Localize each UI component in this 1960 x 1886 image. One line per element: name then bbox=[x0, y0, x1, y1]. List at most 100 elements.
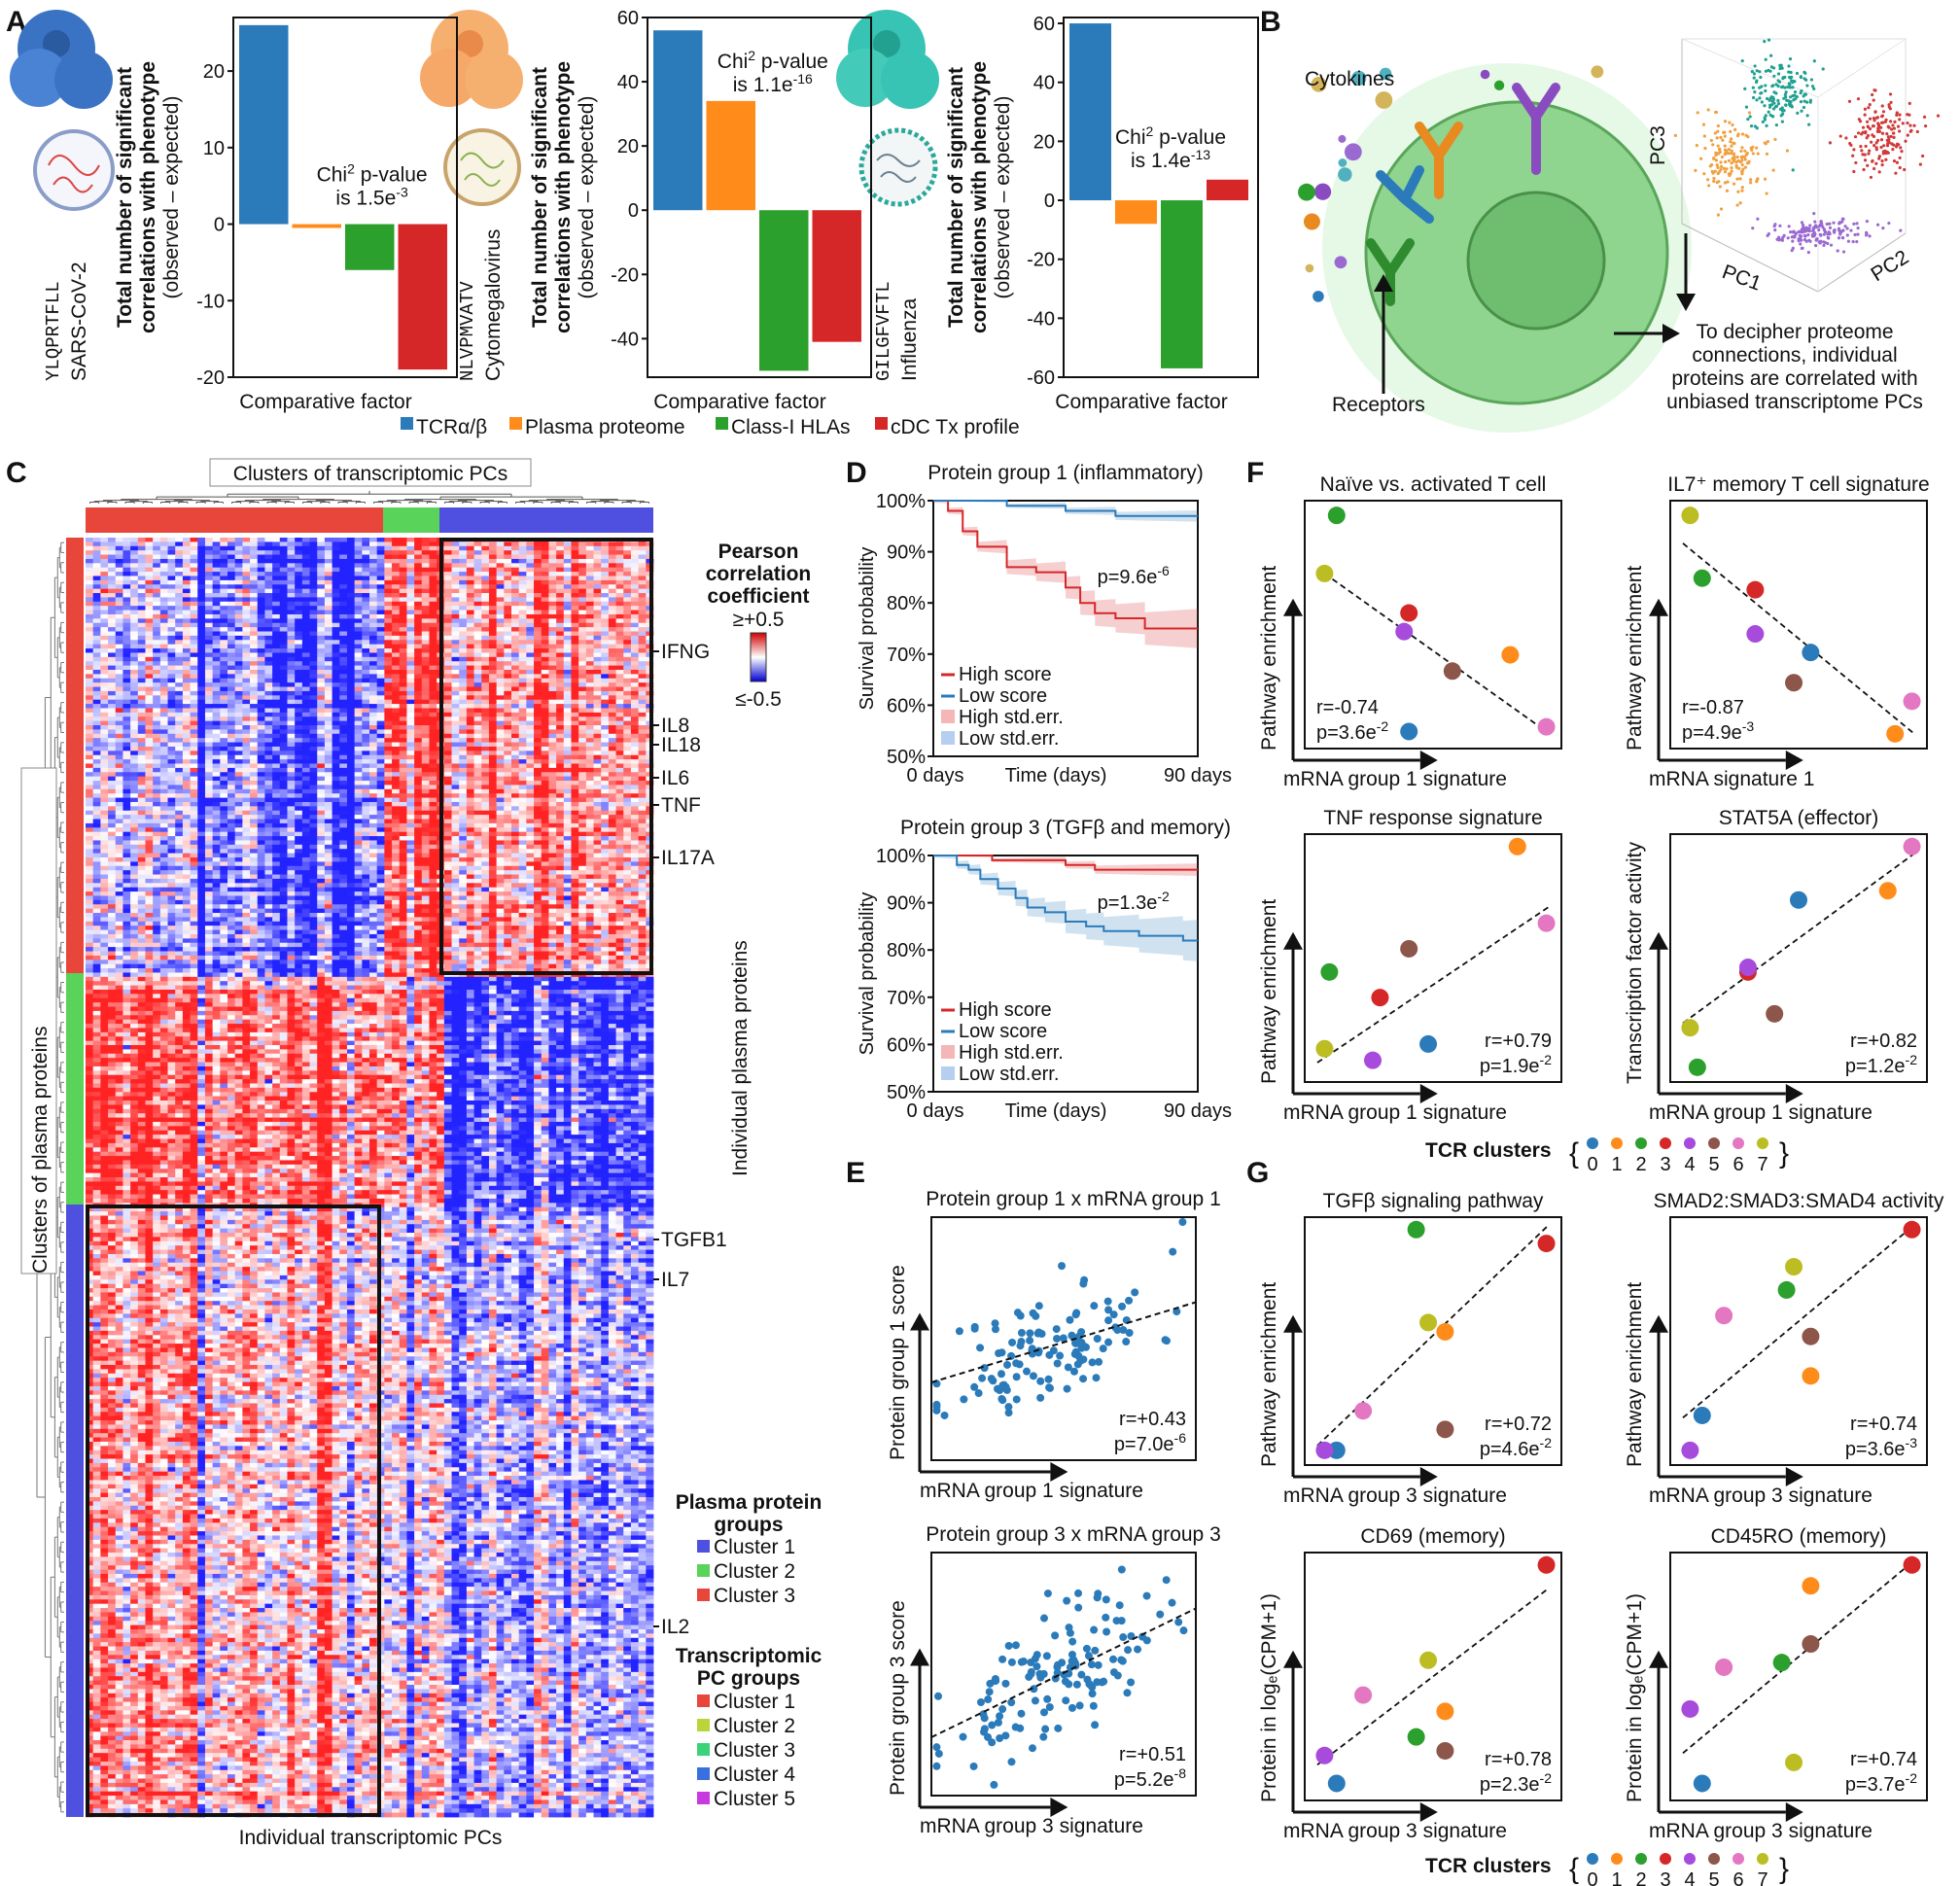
pca-point bbox=[1800, 88, 1803, 93]
heatmap-cell bbox=[392, 618, 401, 624]
heatmap-cell bbox=[384, 716, 393, 722]
heatmap-cell bbox=[406, 538, 415, 542]
heatmap-cell bbox=[392, 678, 401, 683]
heatmap-cell bbox=[392, 665, 401, 671]
heatmap-cell bbox=[421, 725, 430, 730]
heatmap-cell bbox=[197, 725, 206, 730]
heatmap-cell bbox=[228, 538, 236, 542]
heatmap-cell bbox=[309, 610, 318, 615]
heatmap-cell bbox=[548, 674, 557, 680]
heatmap-cell bbox=[473, 601, 482, 607]
heatmap-cell bbox=[339, 606, 348, 611]
chi2-label: Chi2 p-value bbox=[317, 161, 428, 187]
heatmap-cell bbox=[608, 593, 616, 598]
heatmap-cell bbox=[481, 652, 490, 658]
heatmap-cell bbox=[459, 558, 468, 564]
heatmap-cell bbox=[220, 618, 228, 624]
heatmap-cell bbox=[153, 627, 161, 632]
heatmap-cell bbox=[197, 593, 206, 598]
heatmap-cell bbox=[145, 644, 154, 649]
heatmap-cell bbox=[346, 644, 356, 649]
heatmap-cell bbox=[295, 729, 303, 735]
pca-point bbox=[1788, 57, 1793, 61]
heatmap-cell bbox=[384, 738, 393, 743]
heatmap-cell bbox=[630, 738, 640, 743]
heatmap-cell bbox=[197, 716, 206, 722]
heatmap-cell bbox=[332, 682, 340, 687]
heatmap-cell bbox=[197, 656, 206, 662]
heatmap-cell bbox=[518, 545, 527, 551]
heatmap-cell bbox=[295, 742, 303, 748]
pca-point bbox=[1791, 246, 1795, 250]
pvalue-label: is 1.1e-16 bbox=[733, 71, 813, 96]
heatmap-cell bbox=[548, 759, 557, 764]
heatmap-cell bbox=[250, 576, 259, 581]
heatmap-cell bbox=[228, 627, 236, 632]
heatmap-cell bbox=[392, 576, 401, 581]
heatmap-cell bbox=[145, 588, 154, 594]
heatmap-cell bbox=[638, 729, 647, 735]
heatmap-cell bbox=[324, 708, 332, 714]
heatmap-cell bbox=[130, 597, 139, 603]
heatmap-cell bbox=[459, 767, 468, 773]
heatmap-cell bbox=[309, 751, 318, 756]
heatmap-cell bbox=[339, 708, 348, 714]
heatmap-cell bbox=[496, 763, 505, 769]
pca-point bbox=[1791, 94, 1795, 98]
row-dendrogram bbox=[25, 541, 64, 1813]
heatmap-cell bbox=[92, 690, 101, 696]
cytokine-dot bbox=[1375, 91, 1393, 109]
heatmap-cell bbox=[518, 746, 527, 751]
heatmap-cell bbox=[578, 554, 587, 560]
heatmap-cell bbox=[630, 593, 640, 598]
heatmap-cell bbox=[137, 584, 146, 590]
heatmap-cell bbox=[608, 601, 616, 607]
pca-point bbox=[1722, 166, 1726, 170]
heatmap-cell bbox=[593, 572, 602, 576]
heatmap-cell bbox=[399, 686, 407, 692]
heatmap-cell bbox=[220, 588, 228, 594]
heatmap-cell bbox=[182, 751, 191, 756]
heatmap-cell bbox=[392, 541, 401, 547]
heatmap-cell bbox=[159, 572, 168, 576]
heatmap-cell bbox=[534, 648, 542, 653]
heatmap-cell bbox=[638, 751, 647, 756]
heatmap-cell bbox=[534, 550, 542, 555]
heatmap-cell bbox=[287, 622, 296, 628]
heatmap-cell bbox=[190, 772, 198, 778]
heatmap-cell bbox=[638, 558, 647, 564]
heatmap-cell bbox=[376, 754, 385, 760]
heatmap-cell bbox=[324, 690, 332, 696]
heatmap-cell bbox=[473, 576, 482, 581]
y-tick-label: 40 bbox=[617, 72, 639, 93]
heatmap-cell bbox=[295, 751, 303, 756]
heatmap-cell bbox=[339, 572, 348, 576]
heatmap-cell bbox=[115, 597, 123, 603]
heatmap-cell bbox=[100, 759, 109, 764]
heatmap-cell bbox=[190, 584, 198, 590]
heatmap-cell bbox=[234, 716, 243, 722]
heatmap-cell bbox=[362, 767, 370, 773]
heatmap-cell bbox=[488, 588, 498, 594]
heatmap-cell bbox=[638, 674, 647, 680]
heatmap-cell bbox=[332, 550, 340, 555]
heatmap-cell bbox=[137, 597, 146, 603]
heatmap-cell bbox=[86, 720, 94, 726]
heatmap-cell bbox=[563, 572, 572, 576]
heatmap-cell bbox=[115, 631, 123, 637]
heatmap-cell bbox=[548, 746, 557, 751]
pca-point bbox=[1714, 158, 1719, 162]
heatmap-cell bbox=[473, 610, 482, 615]
heatmap-cell bbox=[242, 738, 251, 743]
heatmap-cell bbox=[100, 622, 109, 628]
pca-point bbox=[1765, 96, 1769, 101]
heatmap-cell bbox=[145, 563, 154, 569]
heatmap-cell bbox=[190, 661, 198, 666]
heatmap-cell bbox=[250, 742, 259, 748]
heatmap-cell bbox=[451, 763, 460, 769]
heatmap-cell bbox=[421, 584, 430, 590]
heatmap-cell bbox=[623, 669, 632, 675]
heatmap-cell bbox=[100, 716, 109, 722]
heatmap-cell bbox=[130, 725, 139, 730]
pca-point bbox=[1832, 228, 1836, 232]
